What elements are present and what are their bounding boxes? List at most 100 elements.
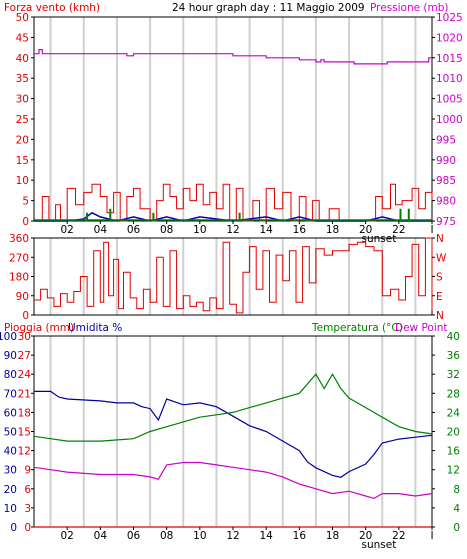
- pressure-tick-label: 1020: [436, 32, 463, 44]
- compass-tick-label: S: [436, 272, 443, 284]
- rain-tick-label: 15: [18, 427, 31, 439]
- time-tick-label: 08: [160, 224, 173, 236]
- time-tick-label: 10: [193, 530, 206, 542]
- time-tick-label: 06: [127, 224, 141, 236]
- time-tick-label: 12: [226, 224, 239, 236]
- rain-tick-label: 21: [18, 388, 31, 400]
- rain-axis-title: Pioggia (mm): [4, 322, 74, 334]
- time-tick-label: 20: [359, 530, 372, 542]
- chart-title: 24 hour graph day : 11 Maggio 2009: [172, 2, 365, 14]
- pressure-tick-label: 1010: [436, 73, 463, 85]
- humidity-tick-label: 30: [4, 465, 17, 477]
- wind-axis-title: Forza vento (kmh): [4, 2, 100, 14]
- temperature-tick-label: 16: [447, 446, 461, 458]
- rain-tick-label: 9: [24, 465, 31, 477]
- temperature-tick-label: 32: [447, 369, 460, 381]
- temperature-tick-label: 12: [447, 465, 460, 477]
- dewpoint-axis-title: Dew Point: [395, 322, 448, 334]
- rain-tick-label: 30: [18, 331, 31, 343]
- wind-tick-label: 20: [16, 134, 29, 146]
- wind-tick-label: 45: [16, 32, 29, 44]
- wind-tick-label: 50: [16, 12, 29, 24]
- humidity-tick-label: 60: [4, 407, 17, 419]
- temperature-series-line: [33, 373, 433, 442]
- rain-tick-label: 27: [18, 350, 31, 362]
- time-tick-label: 12: [226, 530, 239, 542]
- rain-tick-label: 12: [18, 446, 31, 458]
- pressure-tick-label: 975: [436, 216, 456, 228]
- plot-frame-0: [33, 16, 433, 222]
- time-tick-label: 02: [60, 530, 73, 542]
- temperature-tick-label: 0: [453, 522, 460, 534]
- pressure-tick-label: 995: [436, 134, 456, 146]
- pressure-tick-label: 985: [436, 175, 456, 187]
- temperature-tick-label: 4: [453, 503, 460, 515]
- rain-tick-label: 3: [24, 503, 31, 515]
- humidity-tick-label: 100: [0, 331, 17, 343]
- wind-tick-label: 0: [22, 216, 29, 228]
- temperature-tick-label: 40: [447, 331, 460, 343]
- compass-tick-label: N: [436, 233, 444, 245]
- rain-tick-label: 0: [24, 522, 31, 534]
- temperature-tick-label: 24: [447, 407, 461, 419]
- pressure-tick-label: 1000: [436, 114, 463, 126]
- direction-tick-label: 360: [9, 233, 29, 245]
- time-tick-label: I: [430, 224, 433, 236]
- temperature-tick-label: 28: [447, 388, 460, 400]
- humidity-axis-title: Umidita %: [68, 322, 122, 334]
- pressure-axis-title: Pressione (mb): [370, 2, 449, 14]
- wind-tick-label: 25: [16, 114, 29, 126]
- wind-tick-label: 40: [16, 53, 29, 65]
- temperature-tick-label: 8: [453, 484, 460, 496]
- pressure-tick-label: 980: [436, 196, 456, 208]
- humidity-tick-label: 50: [4, 427, 17, 439]
- humidity-tick-label: 40: [4, 446, 17, 458]
- grid-layer: [49, 17, 417, 527]
- rain-tick-label: 18: [18, 407, 31, 419]
- dewpoint-series-line: [33, 461, 433, 500]
- compass-tick-label: W: [436, 252, 447, 264]
- temperature-tick-label: 20: [447, 427, 460, 439]
- direction-series-line: [34, 237, 433, 314]
- wind-tick-label: 30: [16, 94, 29, 106]
- pressure-tick-label: 1015: [436, 53, 463, 65]
- time-tick-label: 10: [193, 224, 206, 236]
- direction-tick-label: 90: [16, 291, 29, 303]
- wind-tick-label: 15: [16, 155, 29, 167]
- direction-tick-label: 180: [9, 272, 29, 284]
- humidity-tick-label: 20: [4, 484, 17, 496]
- humidity-tick-label: 10: [4, 503, 17, 515]
- time-tick-label: 22: [392, 224, 405, 236]
- temperature-tick-label: 36: [447, 350, 461, 362]
- time-tick-label: 04: [94, 224, 108, 236]
- avg-wind-series-line: [34, 211, 432, 222]
- wind-tick-label: 35: [16, 73, 29, 85]
- gust-series-line: [34, 183, 433, 222]
- time-tick-label: 20: [359, 224, 372, 236]
- pressure-tick-label: 1005: [436, 94, 463, 106]
- direction-tick-label: 0: [22, 310, 29, 322]
- sunset-label: sunset: [362, 539, 397, 551]
- time-tick-label: 08: [160, 530, 173, 542]
- temperature-axis-title: Temperatura (°C): [311, 322, 403, 334]
- pressure-series-line: [34, 49, 432, 65]
- direction-tick-label: 270: [9, 252, 29, 264]
- time-tick-label: 22: [392, 530, 405, 542]
- series-layer: [33, 49, 433, 528]
- wind-tick-label: 5: [22, 196, 29, 208]
- humidity-series-line: [34, 390, 433, 478]
- time-tick-label: 06: [127, 530, 141, 542]
- humidity-tick-label: 70: [4, 388, 17, 400]
- time-tick-label: 18: [326, 224, 339, 236]
- rain-tick-label: 6: [24, 484, 31, 496]
- humidity-tick-label: 90: [4, 350, 17, 362]
- compass-tick-label: E: [436, 291, 443, 303]
- time-tick-label: I: [430, 530, 433, 542]
- pressure-tick-label: 990: [436, 155, 456, 167]
- time-tick-label: 02: [60, 224, 73, 236]
- time-tick-label: 16: [293, 224, 307, 236]
- pressure-tick-label: 1025: [436, 12, 463, 24]
- humidity-tick-label: 0: [10, 522, 17, 534]
